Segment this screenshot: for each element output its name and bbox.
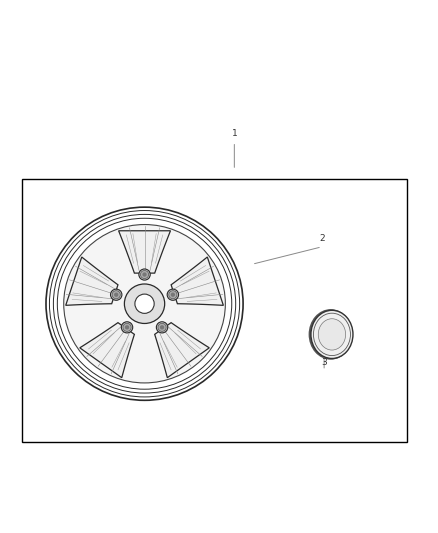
Ellipse shape <box>318 319 346 350</box>
Ellipse shape <box>110 289 122 300</box>
Ellipse shape <box>141 271 148 279</box>
Ellipse shape <box>125 325 129 329</box>
Ellipse shape <box>311 310 353 359</box>
Polygon shape <box>155 322 209 378</box>
Text: 1: 1 <box>231 129 237 138</box>
Text: 3: 3 <box>321 358 327 367</box>
Polygon shape <box>80 322 134 378</box>
Ellipse shape <box>139 269 150 280</box>
Ellipse shape <box>156 322 168 333</box>
Ellipse shape <box>64 224 225 383</box>
Ellipse shape <box>135 294 154 313</box>
Ellipse shape <box>124 284 165 324</box>
Ellipse shape <box>309 309 353 360</box>
Ellipse shape <box>142 272 147 277</box>
Ellipse shape <box>167 289 179 300</box>
Ellipse shape <box>114 293 118 297</box>
Polygon shape <box>66 257 118 305</box>
Polygon shape <box>171 257 223 305</box>
Polygon shape <box>119 231 170 273</box>
Text: 2: 2 <box>319 235 325 243</box>
Ellipse shape <box>158 324 166 332</box>
Ellipse shape <box>160 325 164 329</box>
Ellipse shape <box>123 324 131 332</box>
Ellipse shape <box>169 290 177 298</box>
Ellipse shape <box>112 290 120 298</box>
Ellipse shape <box>171 293 175 297</box>
Bar <box>22 179 407 442</box>
Ellipse shape <box>121 322 133 333</box>
